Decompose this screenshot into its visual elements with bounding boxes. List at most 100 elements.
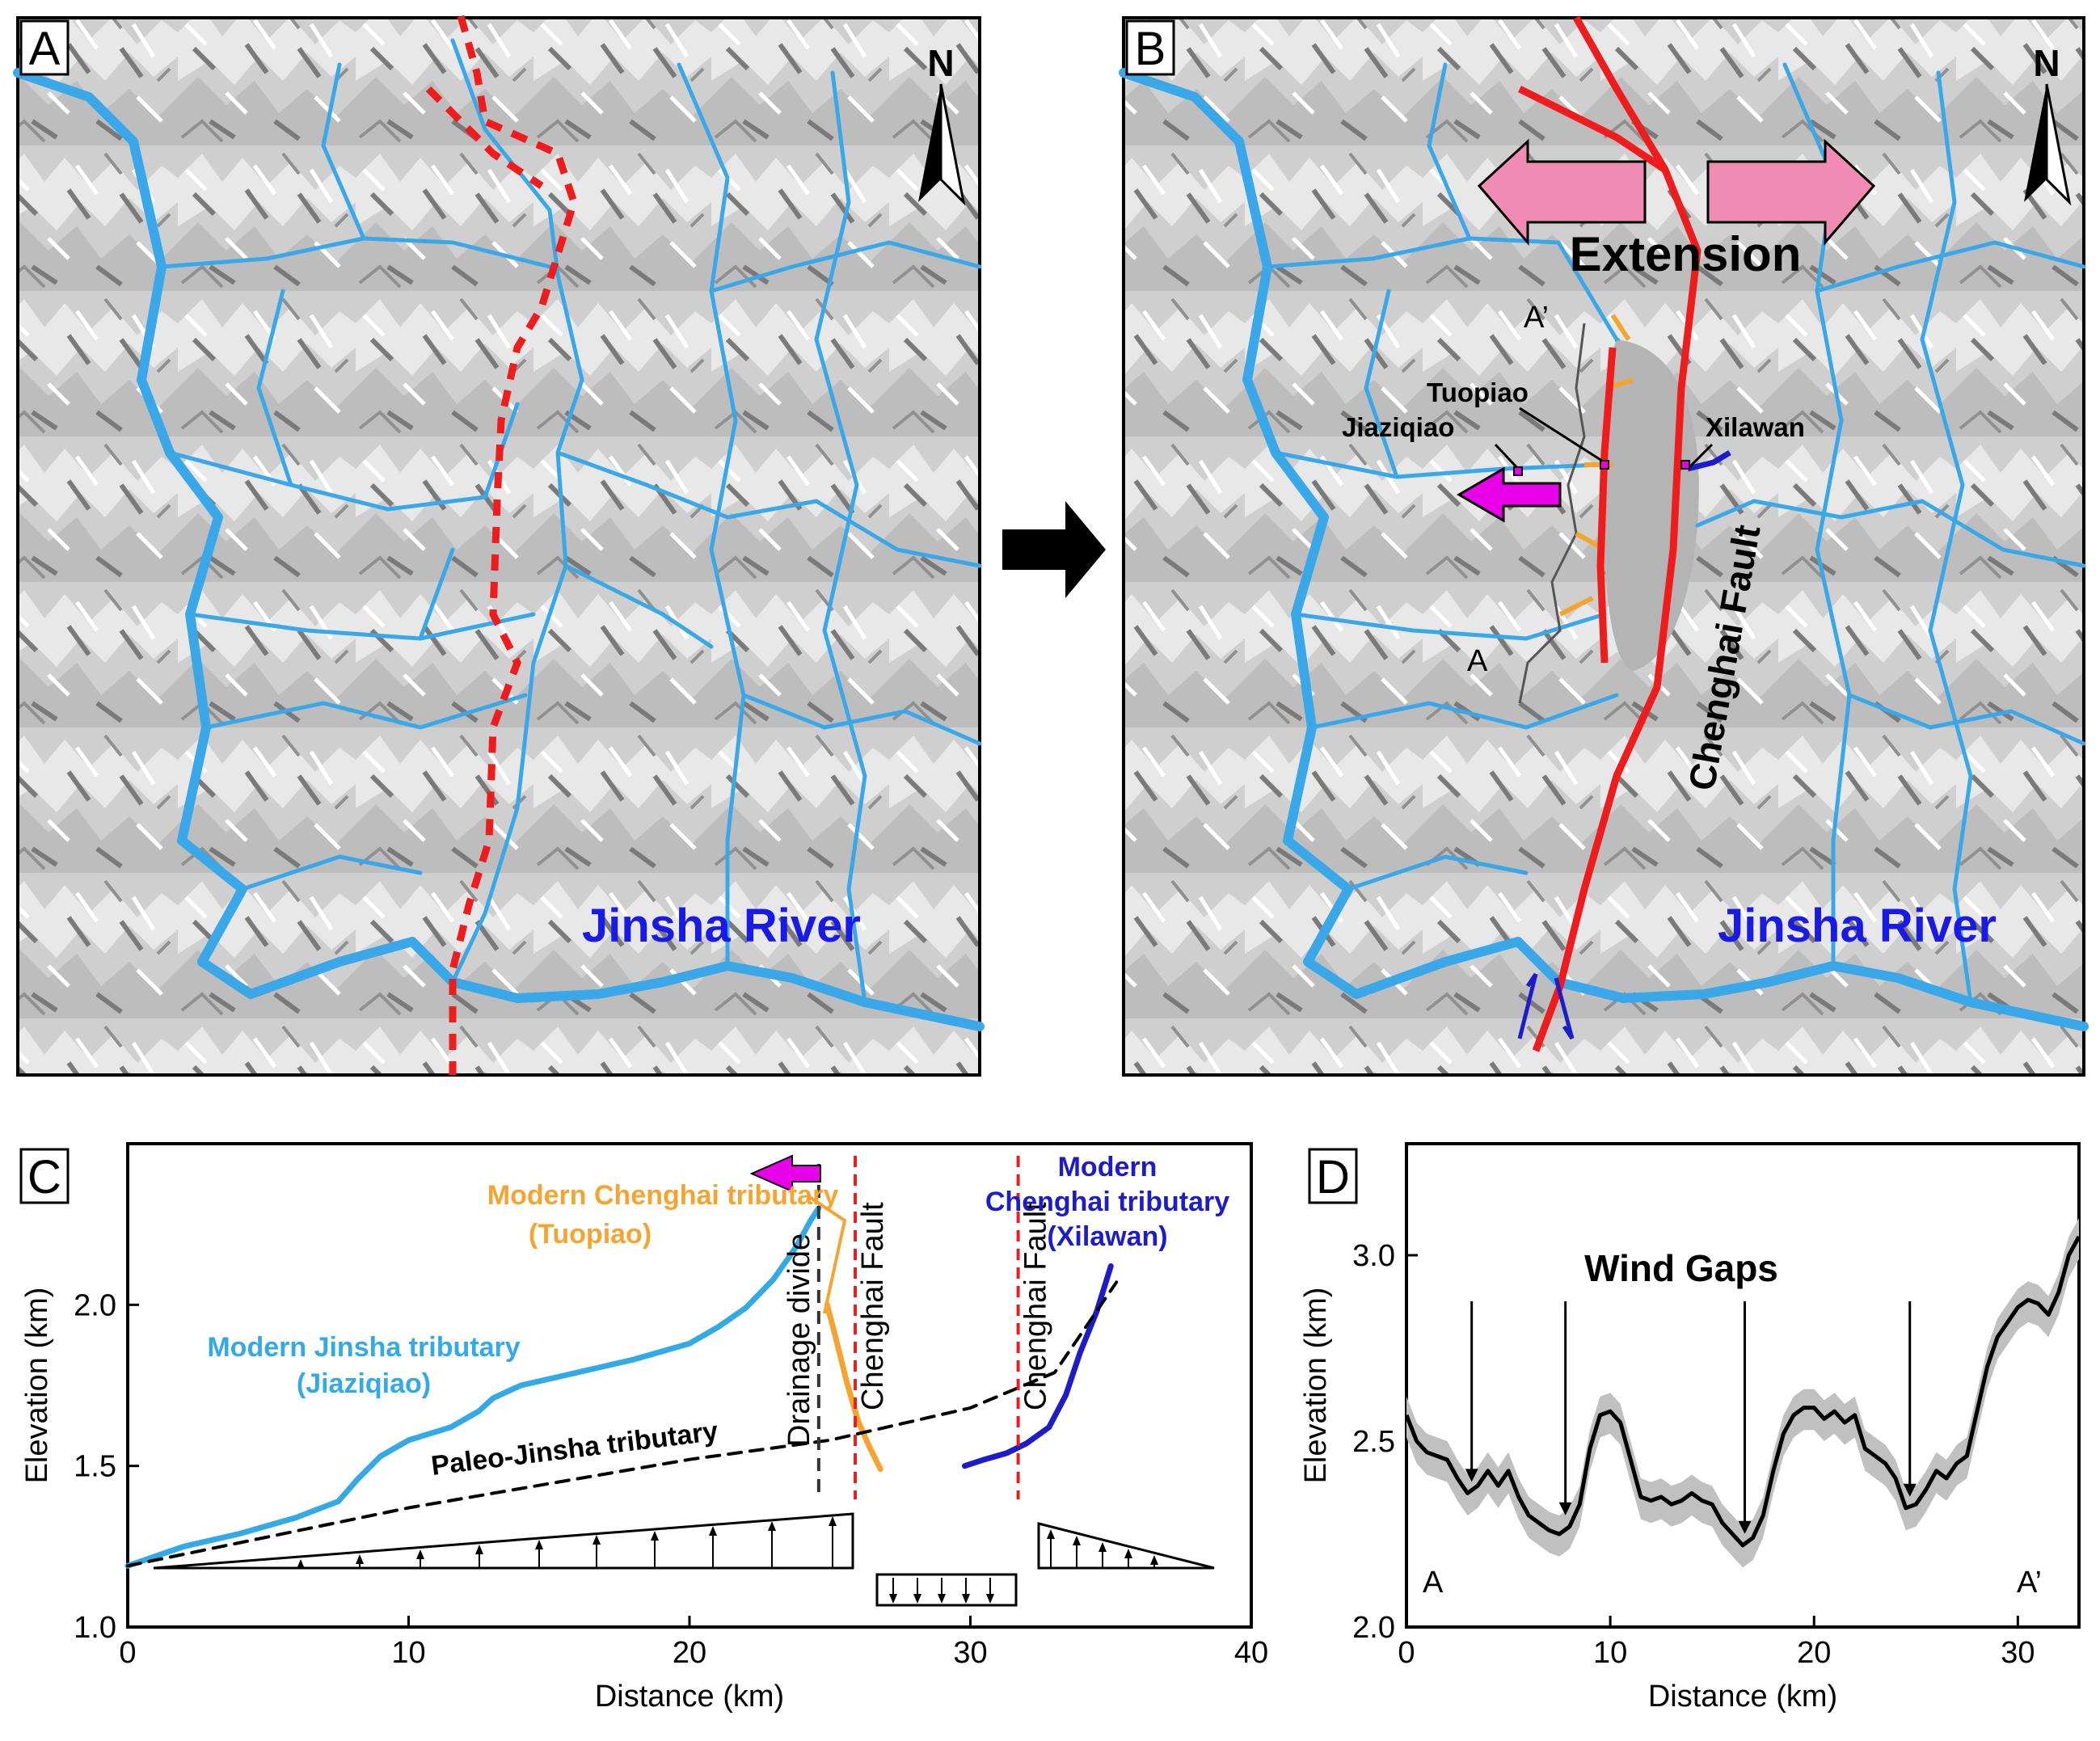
panel-letter-box [1308, 1148, 1358, 1204]
jinsha-label-2: (Jiaziqiao) [297, 1368, 431, 1399]
panel-letter: C [27, 1151, 61, 1204]
wind-gap-arrowhead-icon [1738, 1520, 1752, 1534]
site-marker-xilawan [1680, 460, 1690, 470]
drainage-reversal-arrow-icon [1457, 466, 1562, 523]
wind-gap-arrowhead-icon [1558, 1502, 1572, 1515]
x-tick-label: 20 [673, 1636, 706, 1670]
tuopiao-tributaries [1558, 314, 1634, 617]
series-jinsha-jiaziqiao [124, 1205, 822, 1569]
subsidence-arrowhead-icon [986, 1594, 994, 1604]
xilawan-tributary [1687, 449, 1731, 472]
subsidence-arrowhead-icon [913, 1594, 921, 1604]
panel-letter: B [1135, 23, 1166, 75]
subsidence-arrowhead-icon [962, 1594, 970, 1604]
uplift-arrowhead-icon [1150, 1555, 1158, 1565]
plot-series [1404, 1218, 2081, 1568]
chenghai-basin [1603, 339, 1699, 671]
profile-end-label: A’ [2017, 1566, 2042, 1600]
river-label: Jinsha River [582, 900, 861, 952]
axes: 0 10 20 30 2.0 2.5 3.0 Distance (km) Elevation (… [1299, 1239, 2035, 1714]
uplift-wedge-west [153, 1512, 854, 1570]
series-paleo-jinsha [126, 1280, 1119, 1568]
place-label-xilawan: Xilawan [1706, 412, 1805, 442]
jinsha-mainstem [1119, 68, 2089, 1031]
north-label: N [2033, 42, 2060, 84]
uplift-arrowhead-icon [651, 1531, 659, 1541]
uplift-arrowhead-icon [1047, 1529, 1055, 1539]
y-tick-label: 2.0 [74, 1288, 116, 1322]
x-axis-label: Distance (km) [595, 1680, 784, 1714]
x-tick-label: 40 [1234, 1636, 1268, 1670]
north-arrow-icon [2024, 84, 2047, 202]
tuopiao-label-2: (Tuopiao) [529, 1219, 652, 1250]
xilawan-label-3: (Xilawan) [1047, 1221, 1167, 1252]
x-axis-label: Distance (km) [1648, 1680, 1837, 1714]
x-tick-label: 30 [953, 1636, 987, 1670]
jinsha-label-1: Modern Jinsha tributary [207, 1332, 520, 1363]
jinsha-mainstem [13, 68, 985, 1031]
panel-letter: A [29, 23, 61, 75]
panel-letter-box [1125, 19, 1175, 76]
tuopiao-label-1: Modern Chenghai tributary [487, 1180, 839, 1211]
profile-end-label: A’ [1524, 301, 1549, 335]
series-xilawan [962, 1263, 1114, 1469]
site-marker-jiaziqiao [1513, 466, 1523, 476]
y-tick-label: 1.0 [74, 1611, 116, 1645]
extension-arrow-right-icon [1706, 138, 1876, 247]
y-tick-label: 2.0 [1352, 1611, 1395, 1645]
chenghai-fault-trace [1517, 15, 1702, 1052]
xilawan-label-2: Chenghai tributary [985, 1187, 1229, 1217]
site-marker-tuopiao [1600, 460, 1609, 470]
wind-gaps-title: Wind Gaps [1584, 1247, 1778, 1289]
fault-label: Chenghai Fault [1019, 1202, 1053, 1410]
north-arrow-icon-half [2045, 83, 2072, 206]
x-tick-label: 10 [391, 1636, 425, 1670]
extension-label: Extension [1570, 227, 1802, 281]
river-branch [1265, 62, 2086, 1005]
elevation-profile-line [1404, 1235, 2081, 1548]
plot-frame [126, 1142, 1253, 1629]
x-tick-label: 0 [119, 1636, 136, 1670]
uplift-arrowhead-icon [475, 1545, 483, 1554]
strike-slip-arrows-icon [1517, 972, 1575, 1040]
transition-arrow-icon [1002, 501, 1106, 598]
subsidence-block [875, 1573, 1018, 1607]
profile-start-label: A [1467, 644, 1488, 678]
uplift-arrowhead-icon [709, 1526, 717, 1536]
y-tick-label: 3.0 [1352, 1239, 1395, 1273]
plot-series: Drainage divide Chenghai Fault Chenghai Fa… [124, 1156, 1119, 1569]
x-tick-label: 0 [1398, 1636, 1415, 1670]
place-label-jiaziqiao: Jiaziqiao [1342, 412, 1454, 442]
subsidence-arrowhead-icon [889, 1594, 897, 1604]
uplift-arrowhead-icon [768, 1521, 776, 1531]
uplift-arrowhead-icon [1124, 1549, 1132, 1558]
tuopiao-leader-line [807, 1195, 847, 1314]
extension-arrow-left-icon [1477, 138, 1647, 247]
river-label: Jinsha River [1718, 900, 1997, 952]
series-tuopiao [824, 1301, 883, 1473]
panel-letter: D [1316, 1151, 1350, 1204]
y-tick-label: 1.5 [74, 1450, 116, 1484]
drainage-divide-label: Drainage divide [782, 1233, 816, 1447]
uplift-arrowhead-icon [1098, 1542, 1107, 1552]
y-tick-label: 2.5 [1352, 1425, 1395, 1459]
subsidence-arrowhead-icon [938, 1594, 946, 1604]
panel-a: A N Jinsha River [13, 15, 985, 1077]
uplift-arrowhead-icon [535, 1540, 543, 1549]
panel-c: C 0 10 20 30 40 1.0 1.5 2.0 Distance (km) Elevati… [19, 1142, 1268, 1714]
uplift-schematic [153, 1512, 1215, 1607]
panel-b-river-network [1119, 62, 2089, 1031]
xilawan-label-1: Modern [1058, 1152, 1158, 1182]
panel-letter-box [19, 19, 70, 76]
wind-gap-arrowhead-icon [1465, 1469, 1478, 1482]
panel-b: Extension Tuopiao Jiaziqiao Xilawan Chen… [1119, 15, 2089, 1077]
x-tick-label: 20 [1797, 1636, 1831, 1670]
y-axis-label: Elevation (km) [1299, 1288, 1333, 1484]
uplift-arrowhead-icon [297, 1559, 305, 1569]
axes: 0 10 20 30 40 1.0 1.5 2.0 Distance (km) Elevation… [20, 1288, 1268, 1714]
uplift-arrowhead-icon [829, 1516, 837, 1526]
paleo-drainage-outline [425, 15, 578, 1075]
drainage-reversal-arrow-icon [749, 1154, 821, 1193]
uplift-wedge-east [1037, 1522, 1215, 1570]
